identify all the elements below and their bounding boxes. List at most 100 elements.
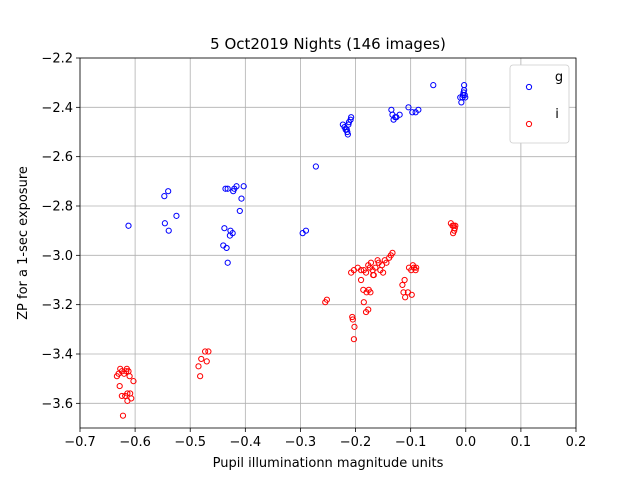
- data-point-g: [461, 82, 468, 89]
- data-point-i: [362, 269, 370, 276]
- grid-lines: [79, 57, 577, 428]
- data-point-i: [389, 249, 396, 256]
- data-point-g: [165, 227, 172, 234]
- data-point-i: [372, 264, 379, 271]
- series-i: [113, 220, 459, 419]
- data-point-g: [125, 222, 132, 229]
- data-point-i: [197, 373, 204, 380]
- data-point-g: [396, 111, 403, 118]
- y-tick-label: −2.4: [41, 101, 73, 116]
- data-point-g: [458, 99, 465, 106]
- y-tick-label: −3.6: [41, 397, 73, 412]
- data-point-g: [348, 114, 355, 121]
- data-point-i: [357, 267, 365, 274]
- y-tick-label: −2.2: [41, 52, 73, 67]
- data-point-g: [236, 207, 243, 215]
- data-point-i: [360, 299, 367, 306]
- axis-ticks: −0.7 −0.6 −0.5 −0.4 −0.3 −0.2 −0.1 0.0 0.1 0.2 −2.…: [41, 52, 586, 451]
- data-point-g: [462, 94, 469, 101]
- data-point-i: [205, 348, 212, 355]
- series-g: [125, 82, 469, 266]
- x-tick-label: −0.6: [119, 435, 151, 450]
- data-point-i: [118, 392, 125, 400]
- legend-marker-g: [525, 83, 533, 91]
- data-point-i: [367, 289, 374, 296]
- legend: g i: [509, 64, 570, 144]
- x-tick-label: −0.4: [230, 435, 262, 450]
- data-point-g: [240, 183, 247, 190]
- data-point-i: [323, 296, 330, 303]
- data-point-i: [123, 365, 130, 372]
- x-tick-label: 0.0: [455, 435, 476, 450]
- x-tick-label: −0.2: [340, 435, 372, 450]
- legend-label-g: g: [555, 70, 563, 85]
- data-point-i: [349, 313, 356, 321]
- data-point-i: [126, 373, 133, 380]
- data-point-i: [124, 390, 131, 397]
- data-point-g: [226, 232, 234, 239]
- data-point-g: [312, 163, 319, 170]
- data-point-i: [370, 271, 377, 279]
- x-axis-label: Pupil illuminationn magnitude units: [213, 456, 444, 471]
- data-points: [113, 82, 469, 419]
- plot-frame: [79, 57, 577, 429]
- data-point-i: [408, 291, 415, 298]
- data-point-i: [367, 259, 375, 266]
- data-point-i: [450, 230, 457, 237]
- data-point-i: [123, 368, 130, 375]
- data-point-g: [344, 128, 351, 136]
- y-tick-label: −3.2: [41, 298, 73, 313]
- legend-box: [509, 64, 570, 144]
- data-point-i: [124, 397, 131, 404]
- legend-label-i: i: [555, 107, 559, 122]
- data-point-g: [161, 193, 168, 200]
- data-point-g: [161, 220, 168, 227]
- data-point-i: [413, 264, 420, 271]
- data-point-g: [461, 91, 468, 99]
- data-point-g: [223, 244, 230, 252]
- data-point-g: [222, 185, 229, 192]
- data-point-i: [116, 382, 123, 390]
- data-point-i: [203, 358, 210, 365]
- x-tick-label: −0.1: [395, 435, 427, 450]
- data-point-i: [365, 306, 372, 313]
- data-point-i: [350, 336, 358, 343]
- x-tick-label: 0.2: [566, 435, 587, 450]
- data-point-i: [130, 378, 137, 385]
- data-point-g: [224, 259, 231, 266]
- data-point-g: [302, 227, 310, 234]
- x-tick-label: −0.5: [174, 435, 206, 450]
- data-point-g: [233, 183, 240, 190]
- data-point-i: [357, 276, 365, 284]
- x-tick-label: −0.3: [285, 435, 317, 450]
- data-point-g: [221, 225, 228, 232]
- data-point-g: [405, 104, 412, 111]
- data-point-i: [195, 363, 202, 370]
- data-point-i: [202, 348, 209, 355]
- x-tick-label: −0.7: [64, 435, 96, 450]
- data-point-g: [347, 116, 354, 123]
- x-tick-label: 0.1: [511, 435, 532, 450]
- data-point-g: [173, 212, 180, 219]
- y-tick-label: −2.6: [41, 150, 73, 165]
- legend-marker-i: [525, 120, 533, 128]
- data-point-i: [198, 355, 205, 363]
- data-point-g: [238, 195, 245, 202]
- data-point-i: [383, 259, 390, 266]
- data-point-i: [402, 294, 409, 301]
- data-point-g: [224, 185, 231, 192]
- data-point-g: [409, 109, 416, 116]
- data-point-g: [165, 188, 172, 195]
- data-point-g: [415, 106, 422, 113]
- data-point-i: [399, 281, 406, 289]
- data-point-i: [351, 323, 358, 330]
- y-tick-label: −2.8: [41, 200, 73, 215]
- y-tick-label: −3.4: [41, 348, 73, 363]
- data-point-i: [380, 269, 387, 276]
- data-point-g: [343, 126, 350, 133]
- y-axis-label: ZP for a 1-sec exposure: [16, 166, 31, 320]
- data-point-i: [349, 316, 356, 323]
- chart-title: 5 Oct2019 Nights (146 images): [210, 35, 446, 53]
- data-point-g: [430, 82, 437, 89]
